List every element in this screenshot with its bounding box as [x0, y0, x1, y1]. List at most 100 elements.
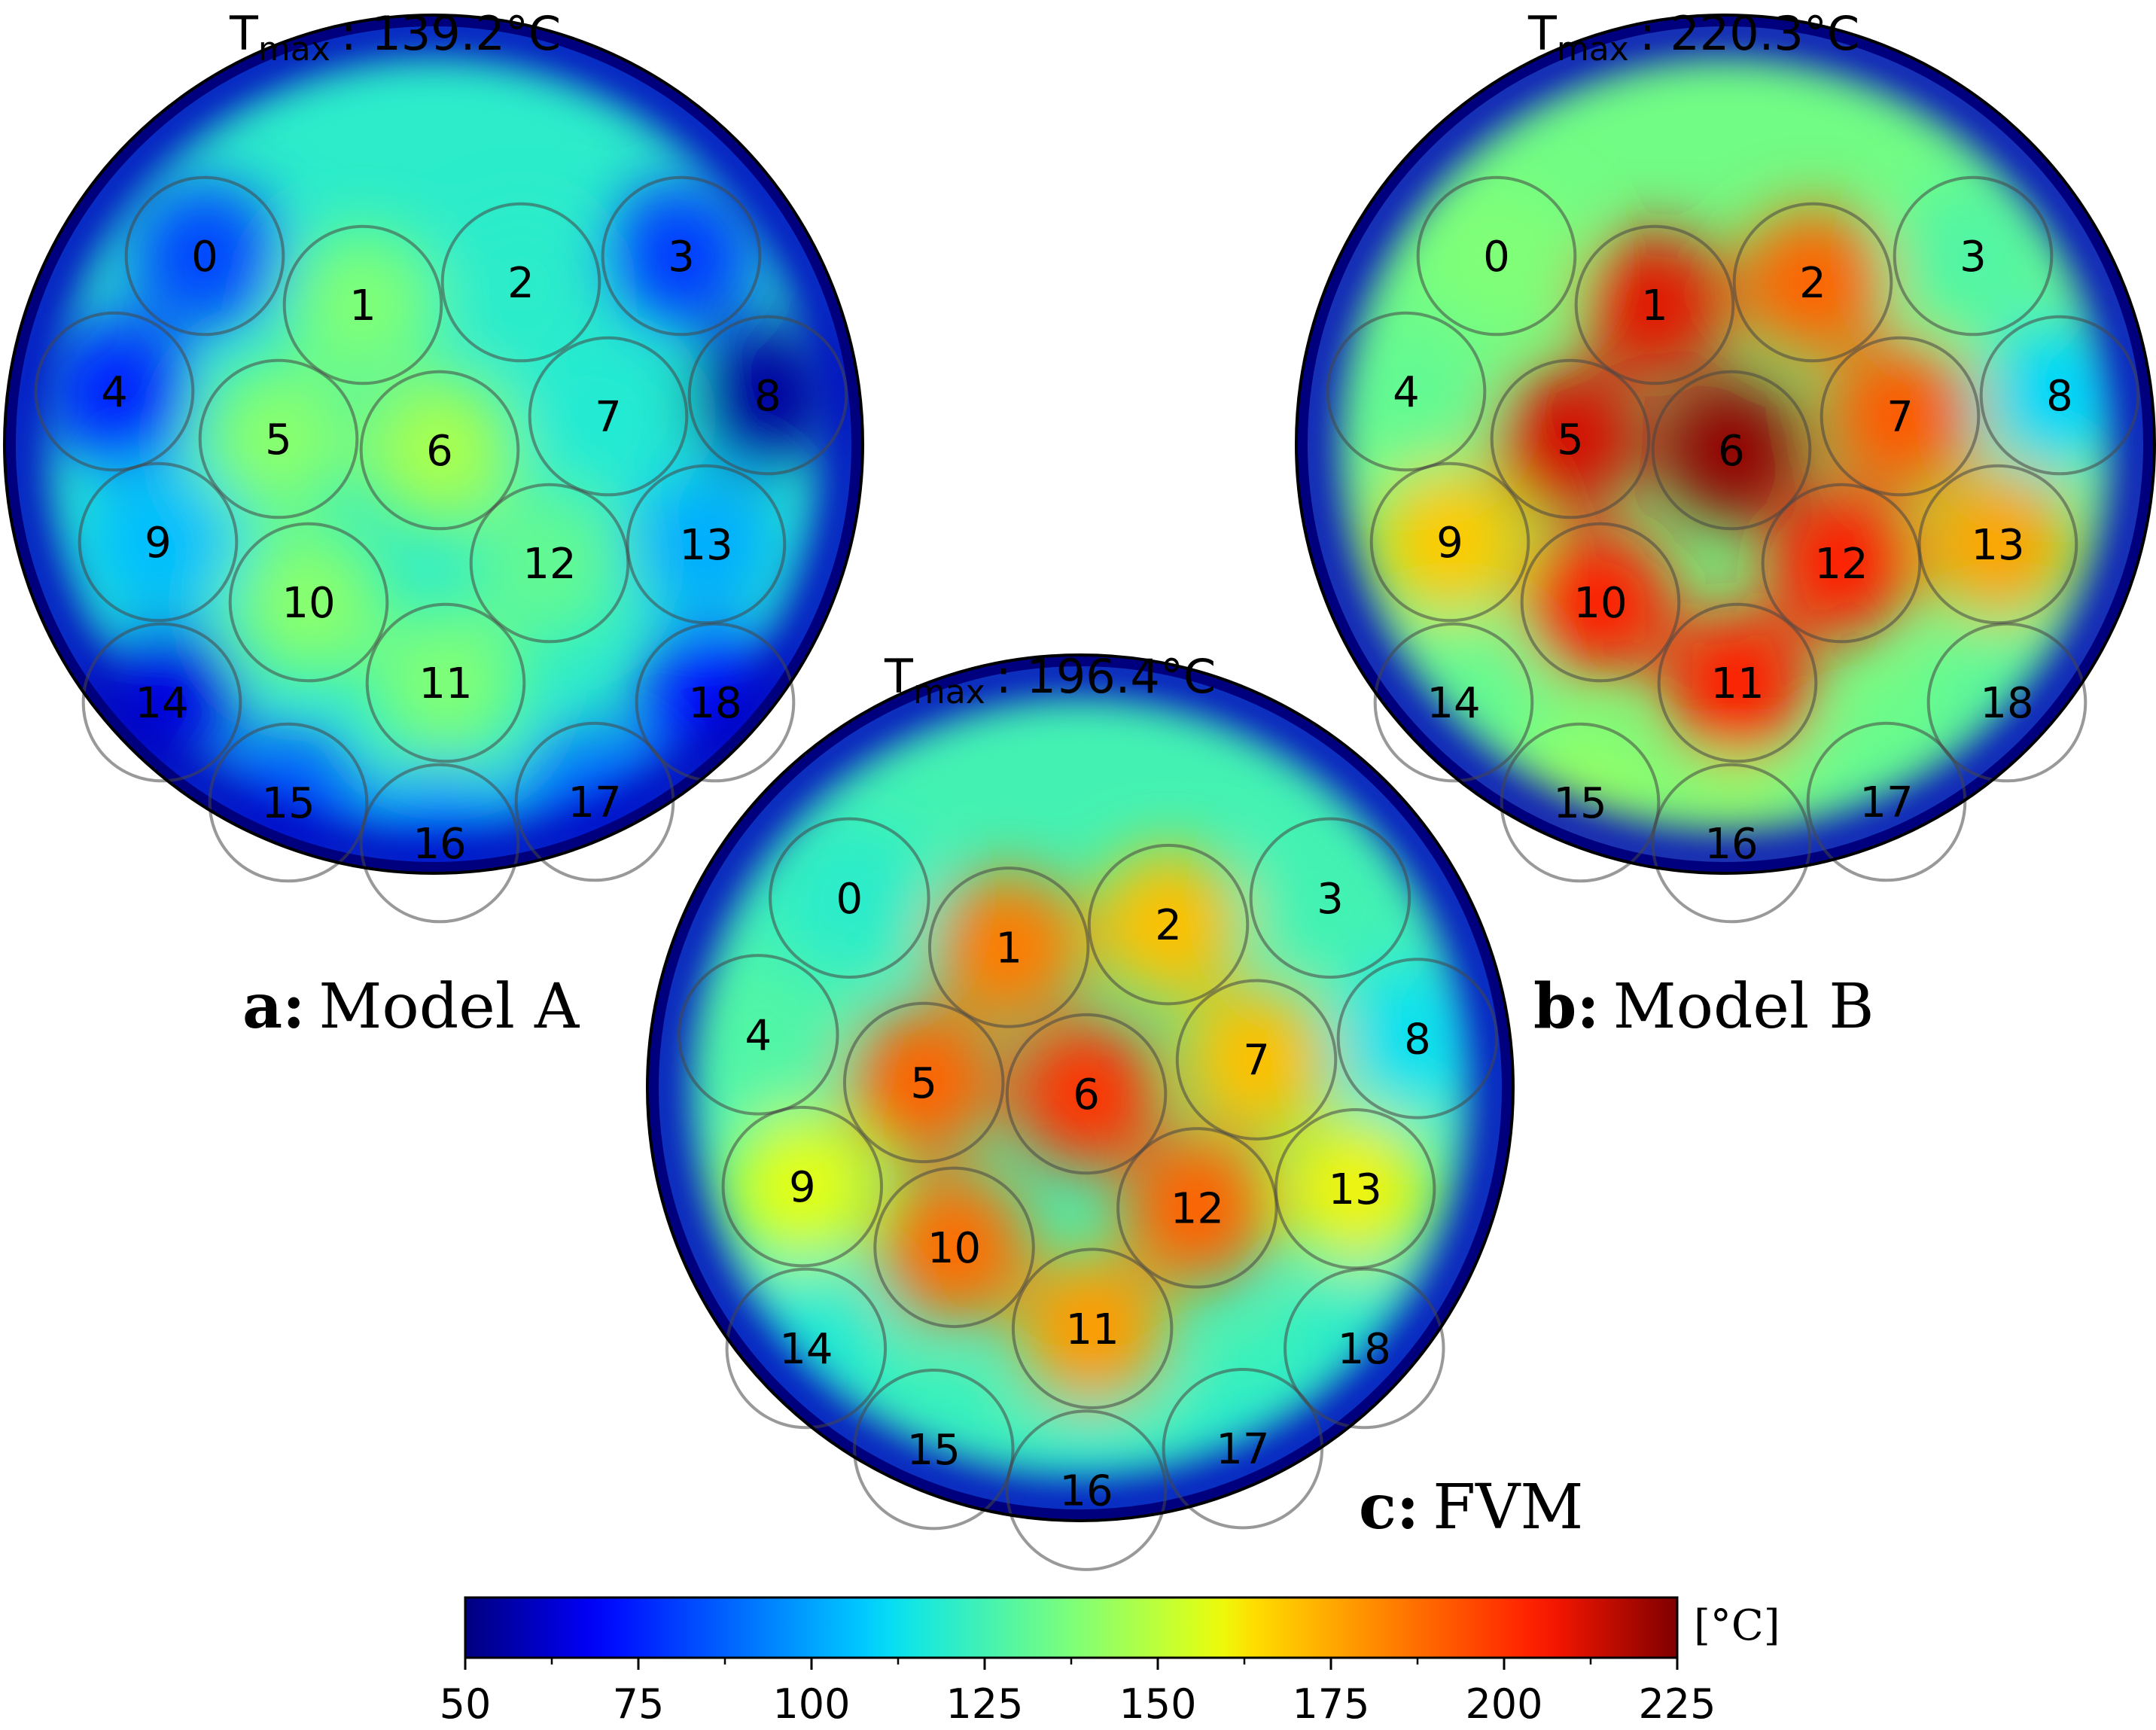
- rod-6-label: 6: [426, 427, 453, 476]
- rod-2-outline: [1732, 202, 1893, 363]
- rod-18-label: 18: [1338, 1325, 1391, 1374]
- rod-5-label: 5: [265, 416, 292, 464]
- colorbar-unit-label: [°C]: [1694, 1601, 1780, 1650]
- rod-0-label: 0: [191, 233, 218, 282]
- rod-16-outline: [359, 763, 520, 924]
- rod-4-outline: [1326, 311, 1487, 472]
- rod-7-label: 7: [1243, 1037, 1270, 1086]
- rod-4-label: 4: [101, 368, 128, 417]
- rod-8-outline: [1336, 958, 1499, 1119]
- rod-12-outline: [1116, 1127, 1278, 1289]
- rod-11-outline: [1011, 1247, 1174, 1410]
- rod-17-label: 17: [568, 778, 621, 827]
- colorbar-tick-label: 175: [1292, 1680, 1369, 1728]
- rod-15-label: 15: [1553, 779, 1606, 828]
- rod-13-label: 13: [1971, 521, 2024, 570]
- rod-8-label: 8: [2046, 372, 2073, 421]
- rod-10-label: 10: [1573, 579, 1627, 628]
- rod-11-label: 11: [419, 659, 472, 708]
- rod-2-label: 2: [507, 259, 534, 308]
- rod-8-outline: [687, 315, 848, 476]
- colorbar-ticks: 50 75 100 125 150 175 200 225: [440, 1658, 1716, 1728]
- rod-12-outline: [1761, 483, 1922, 644]
- rod-3-outline: [1893, 175, 2054, 337]
- rod-16-label: 16: [1059, 1467, 1113, 1516]
- rod-1-label: 1: [1641, 282, 1668, 330]
- rod-12-label: 12: [1814, 540, 1868, 589]
- colorbar-tick-label: 100: [772, 1680, 850, 1728]
- rod-9-label: 9: [789, 1163, 816, 1212]
- model-a-caption: a: Model A: [242, 970, 580, 1043]
- rod-0-label: 0: [836, 875, 863, 924]
- rod-3-outline: [1249, 817, 1411, 979]
- rod-14-label: 14: [1427, 679, 1480, 728]
- rod-10-label: 10: [927, 1224, 981, 1273]
- rod-14-label: 14: [779, 1325, 833, 1374]
- colorbar-tick-label: 150: [1119, 1680, 1196, 1728]
- rod-16-outline: [1651, 763, 1812, 924]
- rod-10-label: 10: [282, 579, 335, 628]
- rod-3-label: 3: [1960, 233, 1987, 282]
- rod-5-label: 5: [1557, 416, 1584, 464]
- model-b-caption: b: Model B: [1533, 970, 1874, 1043]
- temperature-colorbar: 50 75 100 125 150 175 200 225 [°C]: [440, 1596, 1780, 1728]
- rod-4-label: 4: [1393, 368, 1420, 417]
- rod-13-label: 13: [679, 521, 732, 570]
- rod-9-outline: [1369, 461, 1530, 623]
- rod-6-outline: [359, 370, 520, 531]
- rod-13-outline: [1274, 1107, 1436, 1270]
- rod-18-outline: [635, 622, 796, 783]
- rod-10-outline: [228, 522, 389, 683]
- rod-6-label: 6: [1073, 1071, 1100, 1119]
- rod-10-outline: [873, 1166, 1035, 1329]
- rod-0-label: 0: [1483, 233, 1510, 282]
- rod-13-label: 13: [1329, 1165, 1382, 1214]
- rod-3-outline: [601, 175, 762, 337]
- rod-8-outline: [1979, 315, 2140, 476]
- rod-5-label: 5: [910, 1059, 937, 1108]
- rod-1-outline: [1574, 224, 1735, 385]
- colorbar-tick-label: 50: [440, 1680, 492, 1728]
- rod-15-label: 15: [907, 1426, 961, 1475]
- rod-6-outline: [1005, 1013, 1168, 1175]
- rod-9-label: 9: [1436, 519, 1463, 568]
- rod-9-outline: [78, 461, 239, 623]
- rod-14-outline: [1373, 622, 1534, 783]
- rod-1-outline: [282, 224, 443, 385]
- rod-17-label: 17: [1216, 1425, 1269, 1474]
- rod-17-label: 17: [1859, 778, 1913, 827]
- rod-11-outline: [1657, 602, 1818, 763]
- rod-18-outline: [1284, 1267, 1445, 1430]
- rod-14-outline: [725, 1267, 888, 1430]
- rod-18-label: 18: [1980, 679, 2033, 728]
- rod-0-outline: [124, 175, 285, 337]
- rod-15-label: 15: [261, 779, 315, 828]
- disk-outline: [646, 653, 1515, 1522]
- rod-1-label: 1: [995, 924, 1022, 973]
- rod-7-label: 7: [595, 393, 622, 442]
- rod-2-label: 2: [1799, 259, 1826, 308]
- rod-6-outline: [1651, 370, 1812, 531]
- colorbar-gradient: [464, 1596, 1679, 1659]
- rod-3-label: 3: [1317, 875, 1344, 924]
- rod-15-outline: [1500, 722, 1661, 883]
- rod-13-outline: [1917, 464, 2078, 625]
- fvm-caption: c: FVM: [1359, 1471, 1583, 1543]
- rod-3-label: 3: [668, 233, 695, 282]
- rod-7-label: 7: [1886, 393, 1914, 442]
- rod-0-outline: [769, 817, 930, 979]
- rod-0-outline: [1416, 175, 1577, 337]
- rod-10-outline: [1520, 522, 1681, 683]
- rod-11-outline: [365, 602, 526, 763]
- model-b-tmax-label: Tmax: 220.3°C: [1527, 6, 1859, 69]
- rod-16-outline: [1005, 1409, 1168, 1571]
- rod-15-outline: [208, 722, 369, 883]
- rod-7-outline: [1820, 336, 1981, 497]
- rod-5-outline: [842, 1001, 1005, 1164]
